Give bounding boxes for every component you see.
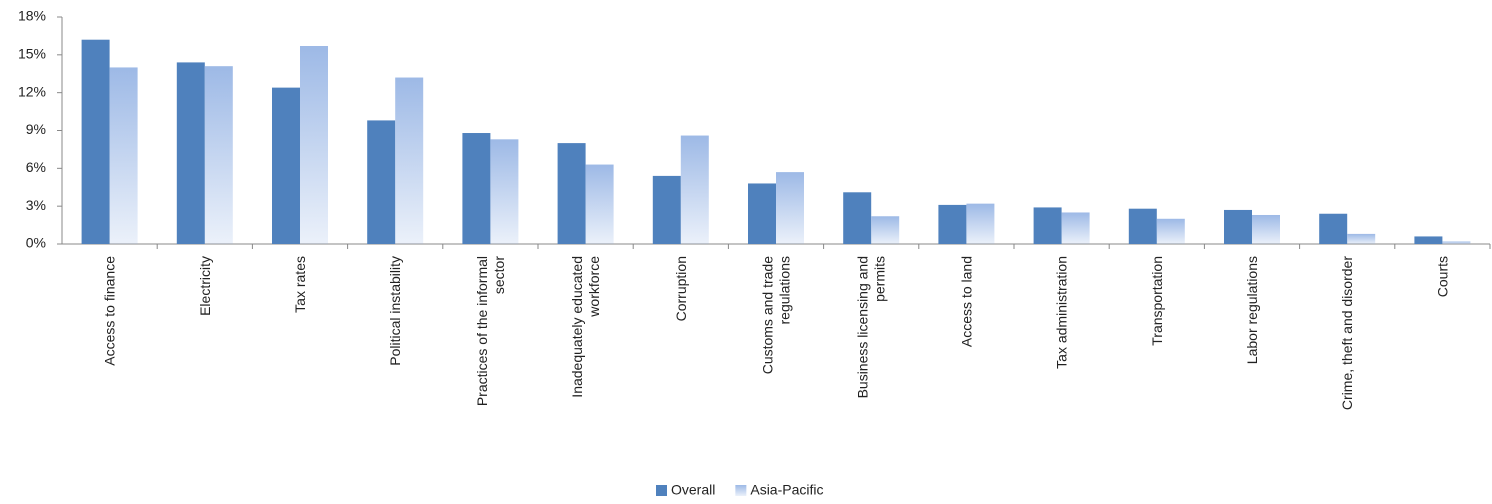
x-tick-label: Access to finance [102, 256, 118, 366]
bar [204, 66, 233, 244]
x-tick-label: Transportation [1149, 256, 1165, 346]
x-tick-label: Courts [1434, 256, 1450, 297]
y-tick-label: 9% [26, 121, 46, 137]
bar [462, 133, 491, 244]
bar [300, 46, 328, 244]
x-tick-label: Access to land [958, 256, 974, 347]
bar [1061, 212, 1090, 244]
bar [367, 120, 396, 244]
x-tick-label: Practices of the informalsector [474, 256, 507, 407]
x-tick-label: Tax rates [292, 256, 308, 313]
x-tick-label: Political instability [387, 256, 403, 366]
bar [652, 175, 681, 244]
y-tick-label: 15% [18, 46, 46, 62]
y-tick-label: 0% [26, 235, 46, 251]
bar [1033, 207, 1062, 244]
bar [1347, 233, 1376, 244]
bar [776, 172, 804, 244]
bar [585, 164, 614, 244]
bar [272, 87, 300, 244]
bar [109, 67, 138, 244]
bar [395, 77, 424, 245]
x-tick-label: Inadequately educatedworkforce [569, 256, 602, 398]
bar [1442, 241, 1471, 244]
bar [1319, 213, 1348, 244]
y-tick-label: 12% [18, 83, 46, 99]
y-tick-label: 18% [18, 8, 46, 24]
legend-label: Asia-Pacific [750, 482, 823, 498]
legend-swatch [735, 485, 747, 496]
bar [490, 139, 519, 244]
bar [557, 143, 586, 244]
bar [748, 183, 776, 244]
bar [938, 204, 967, 244]
x-tick-label: Customs and traderegulations [760, 256, 793, 374]
x-tick-label: Electricity [197, 256, 213, 316]
x-tick-label: Corruption [673, 256, 689, 321]
x-tick-label: Tax administration [1054, 256, 1070, 369]
bar [1224, 209, 1252, 244]
bar [871, 216, 900, 244]
bar [1414, 236, 1443, 244]
x-tick-label: Labor regulations [1244, 256, 1260, 364]
bar [1156, 218, 1185, 244]
legend-swatch [656, 485, 667, 496]
bar [680, 135, 709, 244]
x-tick-label: Crime, theft and disorder [1339, 256, 1355, 410]
bar [1128, 208, 1157, 244]
bar [81, 39, 110, 245]
bar [176, 62, 205, 245]
bar [843, 192, 872, 244]
x-tick-label: Business licensing andpermits [855, 256, 888, 398]
y-tick-label: 3% [26, 197, 46, 213]
legend-label: Overall [671, 482, 715, 498]
y-tick-label: 6% [26, 159, 46, 175]
bar [1252, 214, 1280, 244]
bar [966, 203, 995, 244]
